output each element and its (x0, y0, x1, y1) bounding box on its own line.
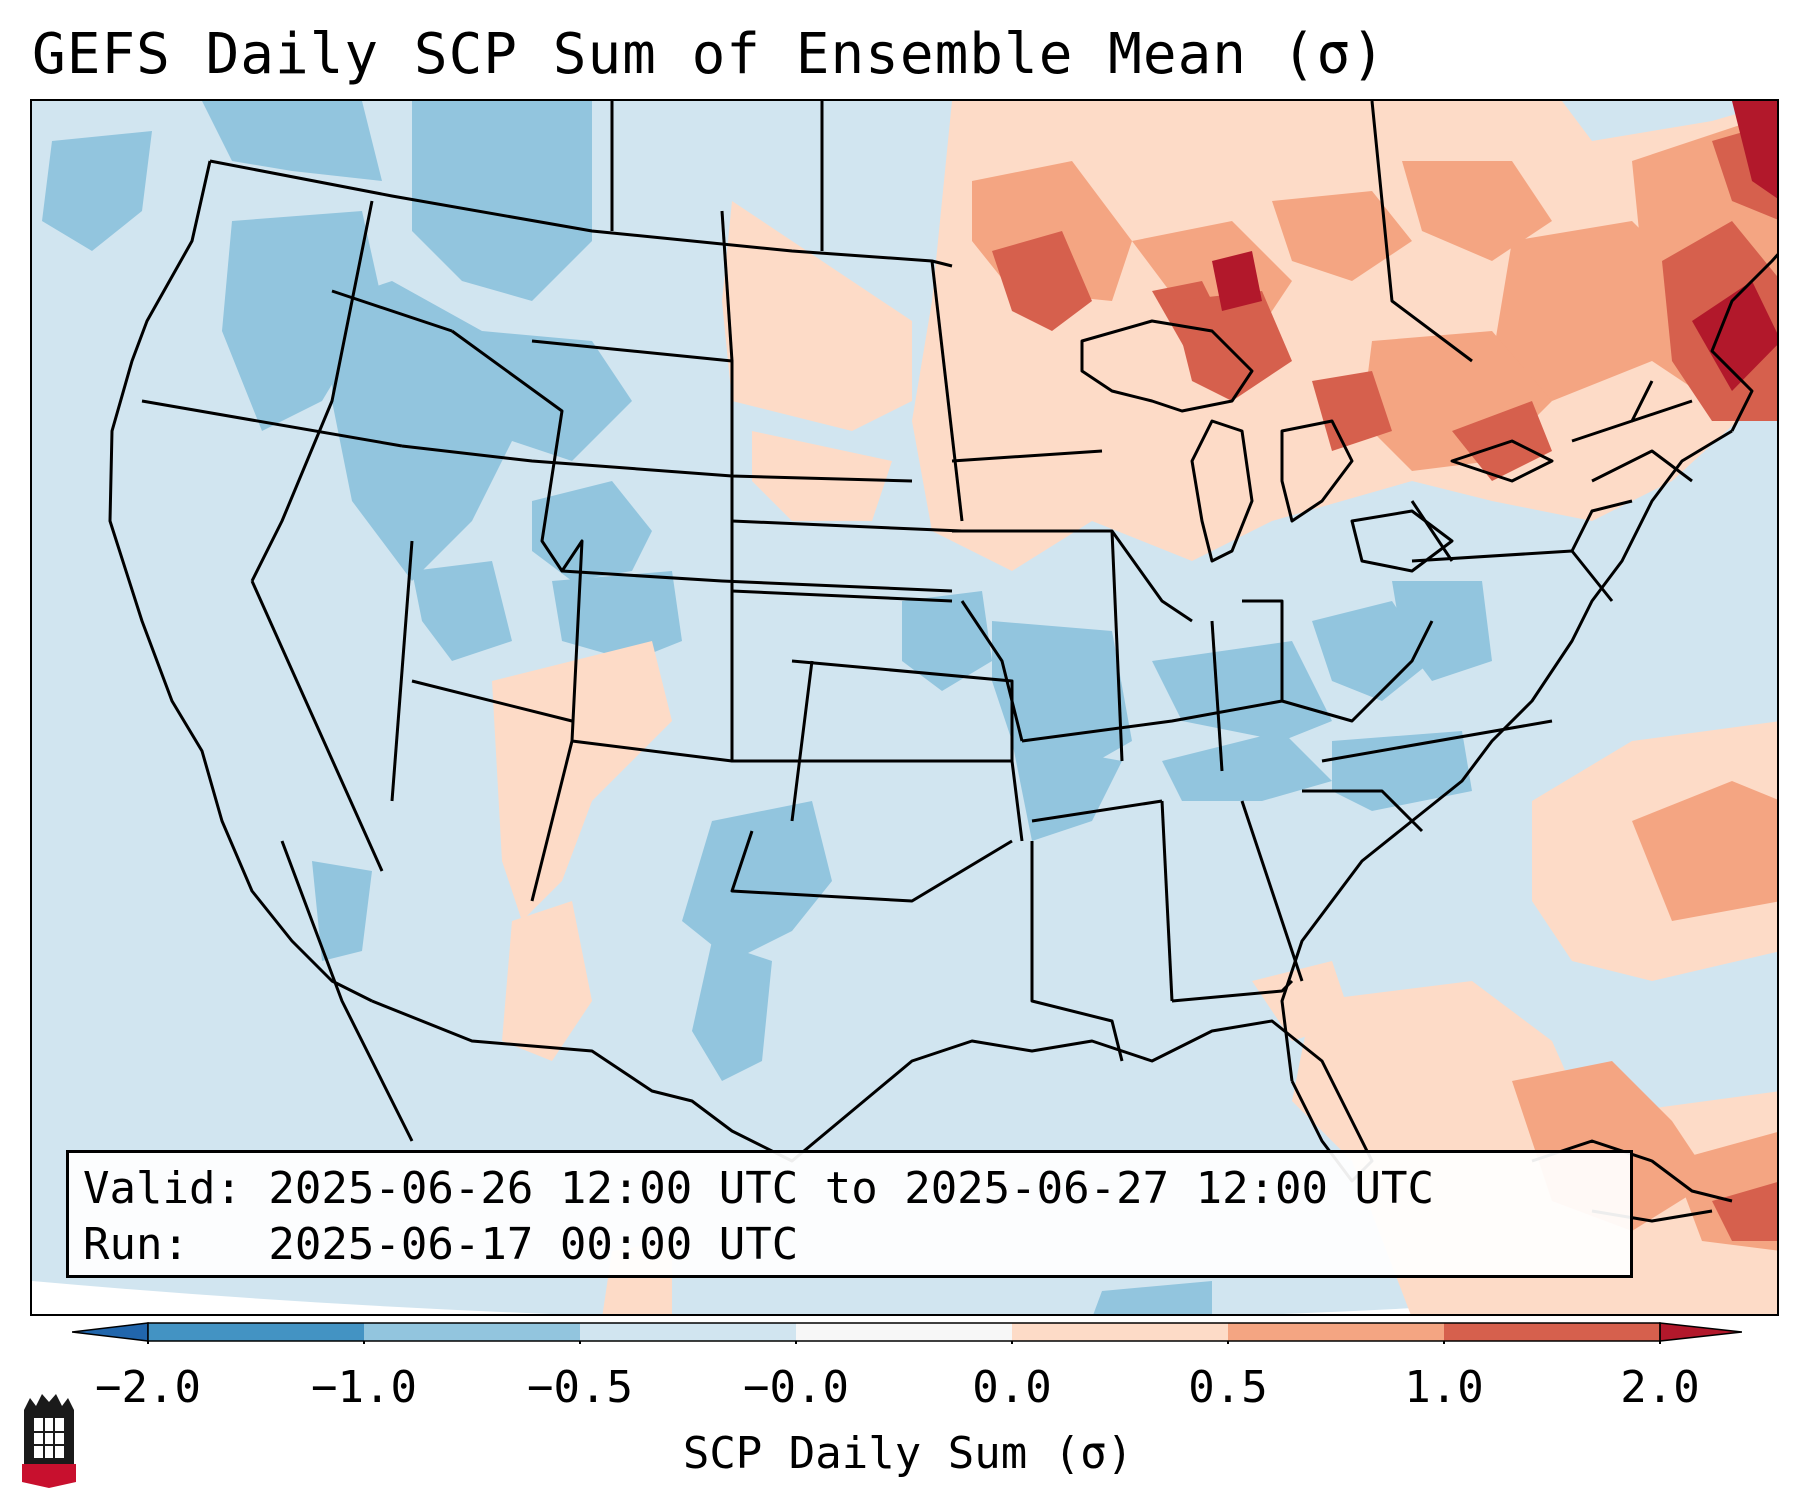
colorbar-bin-zero (796, 1323, 1012, 1341)
colorbar-tick-label: 2.0 (1620, 1362, 1700, 1413)
colorbar-title: SCP Daily Sum (σ) (682, 1428, 1134, 1479)
map-canvas (32, 101, 1777, 1314)
colorbar-bin-0-to-05 (1012, 1323, 1228, 1341)
coastlines-and-boundaries (108, 101, 1777, 1223)
run-time-text: Run: 2025-06-17 00:00 UTC (83, 1219, 799, 1270)
colorbar-extend-high (1659, 1322, 1742, 1342)
colorbar-tick-label: 1.0 (1404, 1362, 1484, 1413)
colorbar (72, 1322, 1742, 1344)
colorbar-tick-label: −2.0 (95, 1362, 201, 1413)
chart-title: GEFS Daily SCP Sum of Ensemble Mean (σ) (32, 22, 1386, 87)
validity-info-box: Valid: 2025-06-26 12:00 UTC to 2025-06-2… (66, 1150, 1633, 1278)
colorbar-ticks (147, 1341, 1661, 1344)
valid-time-text: Valid: 2025-06-26 12:00 UTC to 2025-06-2… (83, 1163, 1435, 1214)
colorbar-tick-label: −0.0 (743, 1362, 849, 1413)
colorbar-tick-label: 0.5 (1188, 1362, 1268, 1413)
colorbar-bin-neg1-to-neg05 (364, 1323, 580, 1341)
colorbar-bin-neg05-to-0 (580, 1323, 796, 1341)
colorbar-outline (147, 1322, 1661, 1342)
colorbar-bin-neg2-to-neg1 (148, 1323, 364, 1341)
colorbar-tick-label: −0.5 (527, 1362, 633, 1413)
positive-anomaly-extreme-regions (1212, 101, 1777, 391)
colorbar-bin-1-to-2 (1444, 1323, 1660, 1341)
map-panel[interactable] (30, 99, 1779, 1316)
colorbar-tick-label: −1.0 (311, 1362, 417, 1413)
niu-logo-icon (22, 1394, 76, 1488)
negative-anomaly-regions (42, 101, 1492, 1314)
colorbar-tick-label: 0.0 (972, 1362, 1052, 1413)
colorbar-extend-low (72, 1322, 149, 1342)
colorbar-bin-05-to-1 (1228, 1323, 1444, 1341)
